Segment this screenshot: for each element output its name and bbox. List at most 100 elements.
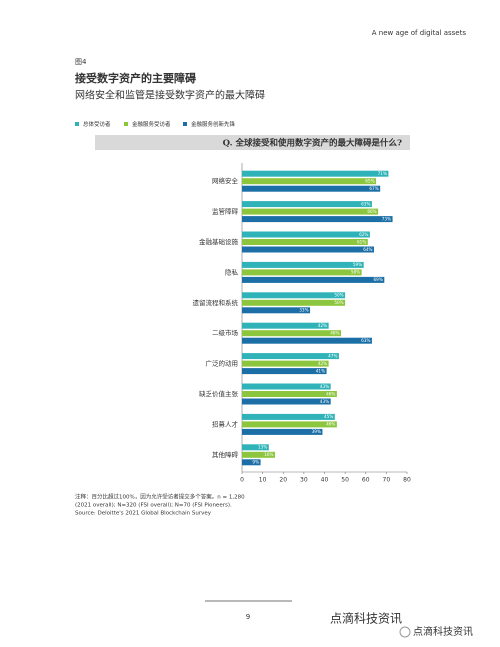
value-label: 45% [324,414,333,419]
value-label: 73% [382,216,391,221]
note: Source: Deloitte's 2021 Global Blockchai… [75,511,212,517]
note: 注释：百分比超过100%，因为允许受访者提交多个答案。n = 1,280 [75,493,245,501]
bar [242,292,346,299]
value-label: 42% [318,361,327,366]
value-label: 69% [374,277,383,282]
bar [242,170,389,177]
bar [242,444,269,451]
value-label: 50% [334,300,343,305]
bar [242,208,379,215]
y-tick-label: 隐私 [225,267,239,276]
bar [242,368,327,375]
page-number: 9 [246,613,250,621]
value-label: 47% [328,353,337,358]
value-label: 13% [258,445,267,450]
x-tick-label: 0 [240,477,244,484]
note: (2021 overall); N=320 (FSI overall); N=7… [75,503,232,509]
value-label: 46% [326,422,335,427]
value-label: 41% [316,368,325,373]
value-label: 16% [264,452,273,457]
bar [242,261,364,268]
value-label: 59% [353,262,362,267]
bar [242,239,368,245]
wechat: 点滴科技资讯 [413,625,473,638]
x-tick-label: 30 [300,477,308,484]
bar [242,428,323,435]
value-label: 62% [359,232,368,237]
y-tick-label: 招募人才 [212,419,239,428]
bar [242,216,393,223]
value-label: 66% [367,209,376,214]
chart-title: 接受数字资产的主要障碍 [75,71,196,85]
value-label: 33% [299,308,308,313]
x-tick-label: 60 [362,477,370,484]
legend-label: 金融服务受访者 [132,120,171,128]
value-label: 42% [318,323,327,328]
value-label: 58% [351,270,360,275]
question: Q. 全球接受和使用数字资产的最大障碍是什么? [223,138,402,149]
bar [242,337,372,344]
wechat-icon [399,626,411,638]
y-tick-label: 其他障碍 [212,450,239,459]
value-label: 43% [320,384,329,389]
question-banner [95,135,410,150]
y-tick-label: 二级市场 [212,328,239,337]
bar [242,178,377,185]
value-label: 39% [312,429,321,434]
y-tick-label: 网络安全 [212,176,239,185]
legend-swatch [124,122,128,126]
x-tick-label: 20 [279,477,287,484]
bar [242,353,339,360]
value-label: 67% [369,186,378,191]
x-tick-label: 70 [383,477,391,484]
bar [242,322,329,329]
legend-swatch [183,122,187,126]
y-tick-label: 缺乏价值主张 [199,389,239,398]
value-label: 46% [326,391,335,396]
bar [242,360,329,367]
value-label: 65% [365,179,374,184]
brand: 点滴科技资讯 [330,611,402,626]
value-label: 71% [378,171,387,176]
x-tick-label: 10 [259,477,267,484]
bar [242,246,374,253]
figure-label: 图4 [75,58,87,66]
bar [242,421,337,428]
legend-label: 总体受访者 [83,120,111,128]
bar [242,413,335,420]
bar [242,383,331,390]
bar [242,451,275,458]
bar [242,201,372,208]
value-label: 48% [330,331,339,336]
bar [242,231,370,238]
value-label: 63% [361,338,370,343]
y-tick-label: 广泛的动用 [206,359,239,368]
bar [242,459,261,466]
x-tick-label: 80 [403,477,411,484]
y-tick-label: 遗留流程和系统 [193,298,239,307]
value-label: 43% [320,399,329,404]
x-tick-label: 40 [321,477,329,484]
chart-subtitle: 网络安全和监管是接受数字资产的最大障碍 [75,89,265,102]
value-label: 64% [363,247,372,252]
value-label: 63% [361,201,370,206]
header: A new age of digital assets [372,29,467,37]
legend-swatch [75,122,79,126]
bar [242,185,381,192]
bar [242,398,331,405]
legend-label: 金融服务创新先锋 [191,120,236,128]
y-tick-label: 监管障碍 [212,207,239,216]
value-label: 61% [357,239,366,244]
y-tick-label: 金融基础设施 [199,237,239,246]
bar [242,269,362,276]
x-tick-label: 50 [341,477,349,484]
bar [242,391,337,397]
bar [242,299,346,306]
bar [242,276,385,283]
value-label: 50% [334,293,343,298]
bar [242,307,311,314]
bar [242,330,341,337]
value-label: 9% [252,460,259,465]
